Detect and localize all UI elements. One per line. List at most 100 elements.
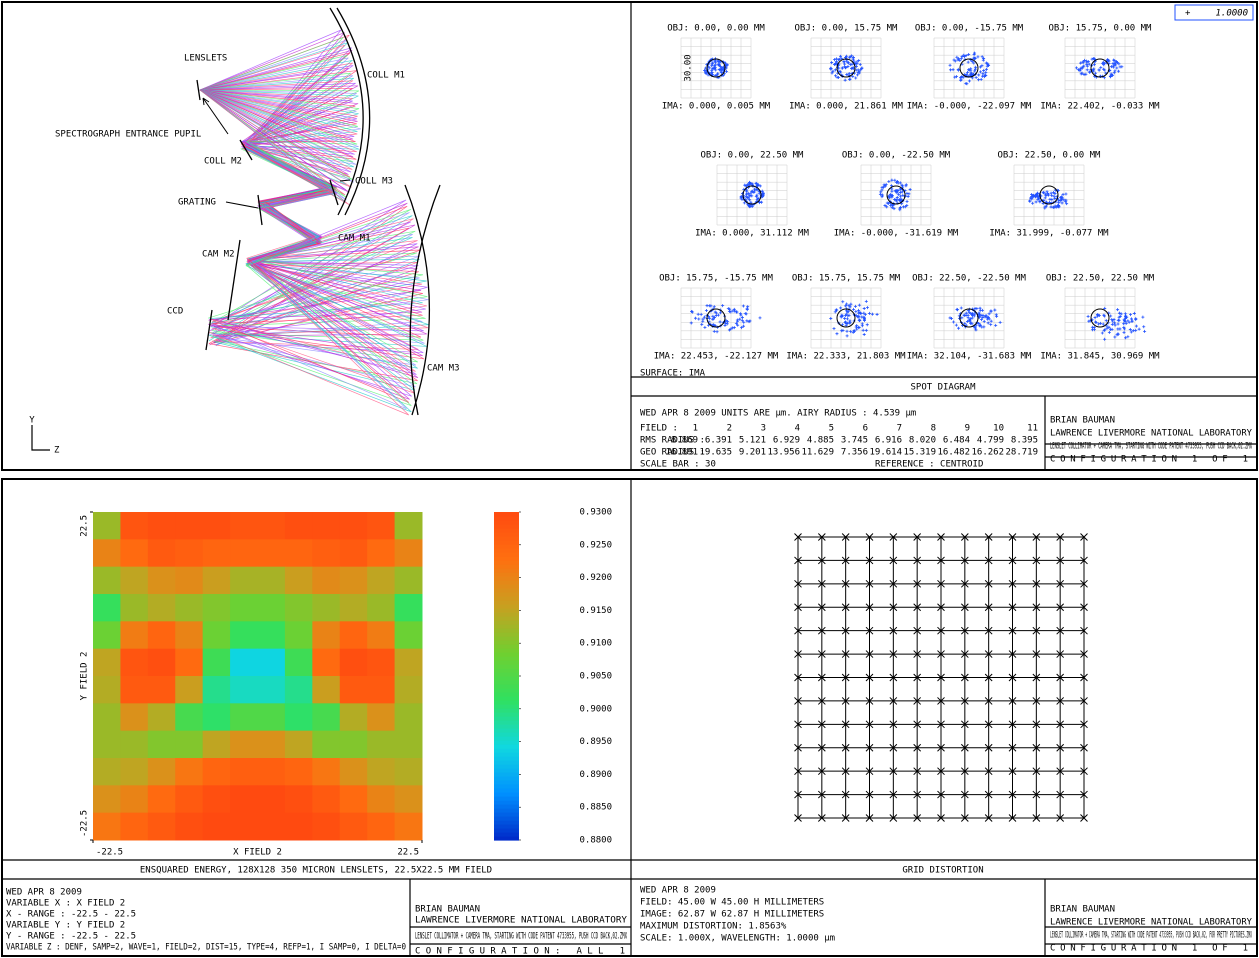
colorbar-step bbox=[494, 748, 519, 753]
spot-point bbox=[862, 329, 865, 332]
spot-obj-label: OBJ: 0.00, 0.00 MM bbox=[667, 24, 765, 34]
colorbar-label: 0.9100 bbox=[579, 639, 612, 649]
heat-cell bbox=[120, 731, 148, 759]
colorbar-label: 0.9000 bbox=[579, 704, 612, 714]
spot-point bbox=[829, 317, 832, 320]
heat-cell bbox=[148, 676, 176, 704]
spot-obj-label: OBJ: 15.75, -15.75 MM bbox=[659, 274, 773, 284]
heat-cell bbox=[175, 813, 203, 841]
lab: LAWRENCE LIVERMORE NATIONAL LABORATORY bbox=[415, 916, 628, 926]
rms-value: 6.916 bbox=[875, 436, 902, 446]
heat-cell bbox=[120, 649, 148, 677]
colorbar-step bbox=[494, 656, 519, 661]
colorbar-step bbox=[494, 528, 519, 533]
field-number: 6 bbox=[863, 424, 868, 434]
spot-point bbox=[861, 324, 864, 327]
colorbar-step bbox=[494, 516, 519, 521]
heat-cell bbox=[395, 512, 423, 540]
spot-obj-label: OBJ: 22.50, -22.50 MM bbox=[912, 274, 1026, 284]
spot-point bbox=[950, 317, 953, 320]
heat-cell bbox=[285, 758, 313, 786]
spot-point bbox=[857, 309, 860, 312]
colorbar-label: 0.9050 bbox=[579, 672, 612, 682]
rms-value: 5.121 bbox=[739, 436, 766, 446]
heat-cell bbox=[93, 539, 121, 567]
heat-cell bbox=[258, 813, 286, 841]
heat-cell bbox=[230, 703, 258, 731]
colorbar-step bbox=[494, 572, 519, 577]
field-number: 10 bbox=[993, 424, 1004, 434]
heat-cell bbox=[230, 512, 258, 540]
spot-ima-label: IMA: 32.104, -31.683 MM bbox=[907, 352, 1032, 362]
component-label: SPECTROGRAPH ENTRANCE PUPIL bbox=[55, 130, 201, 140]
heat-cell bbox=[285, 539, 313, 567]
heat-cell bbox=[93, 785, 121, 813]
heat-cell bbox=[340, 512, 368, 540]
spot-point bbox=[1094, 320, 1097, 323]
colorbar-step bbox=[494, 520, 519, 525]
heat-cell bbox=[312, 621, 340, 649]
spot bbox=[717, 165, 787, 225]
geo-value: 13.956 bbox=[767, 448, 800, 458]
spot-obj-label: OBJ: 0.00, 22.50 MM bbox=[701, 151, 805, 161]
heat-cell bbox=[395, 649, 423, 677]
spot-point bbox=[1101, 331, 1104, 334]
heat-cell bbox=[367, 785, 395, 813]
spot-point bbox=[893, 179, 896, 182]
panel-title: SPOT DIAGRAM bbox=[910, 383, 976, 393]
component-label: COLL M2 bbox=[204, 157, 242, 167]
colorbar-step bbox=[494, 768, 519, 773]
spot-ima-label: IMA: 0.000, 21.861 MM bbox=[789, 102, 903, 112]
spot bbox=[934, 288, 1004, 348]
colorbar-step bbox=[494, 636, 519, 641]
heat-cell bbox=[148, 621, 176, 649]
spot-point bbox=[866, 306, 869, 309]
colorbar-step bbox=[494, 512, 519, 517]
component-label: GRATING bbox=[178, 198, 216, 208]
spot-point bbox=[1035, 200, 1038, 203]
heat-cell bbox=[258, 649, 286, 677]
spot-point bbox=[907, 192, 910, 195]
colorbar-step bbox=[494, 712, 519, 717]
spot-point bbox=[865, 300, 868, 303]
spot-point bbox=[979, 70, 982, 73]
heat-cell bbox=[203, 594, 231, 622]
colorbar-step bbox=[494, 824, 519, 829]
heat-cell bbox=[395, 813, 423, 841]
colorbar-step bbox=[494, 792, 519, 797]
heat-cell bbox=[175, 567, 203, 595]
colorbar-step bbox=[494, 600, 519, 605]
heat-cell bbox=[93, 703, 121, 731]
colorbar-label: 0.8850 bbox=[579, 803, 612, 813]
heat-cell bbox=[120, 512, 148, 540]
component-label: COLL M3 bbox=[355, 177, 393, 187]
colorbar-step bbox=[494, 628, 519, 633]
heat-cell bbox=[120, 594, 148, 622]
colorbar-step bbox=[494, 744, 519, 749]
spot-point bbox=[987, 321, 990, 324]
spot-point bbox=[876, 313, 879, 316]
spot-point bbox=[955, 324, 958, 327]
heat-cell bbox=[120, 567, 148, 595]
heat-cell bbox=[93, 567, 121, 595]
colorbar-step bbox=[494, 732, 519, 737]
heat-cell bbox=[175, 512, 203, 540]
spot-point bbox=[720, 71, 723, 74]
geo-value: 28.719 bbox=[1005, 448, 1038, 458]
colorbar-step bbox=[494, 536, 519, 541]
heat-cell bbox=[258, 594, 286, 622]
spot-point bbox=[859, 63, 862, 66]
spot-point bbox=[723, 324, 726, 327]
heat-cell bbox=[395, 594, 423, 622]
info-line: VARIABLE Z : DENF, SAMP=2, WAVE=1, FIELD… bbox=[6, 943, 406, 953]
spot-ima-label: IMA: 22.333, 21.803 MM bbox=[786, 352, 906, 362]
heat-cell bbox=[367, 649, 395, 677]
rms-value: 8.020 bbox=[909, 436, 936, 446]
spot-point bbox=[1117, 323, 1120, 326]
spot bbox=[811, 288, 881, 348]
heat-cell bbox=[367, 594, 395, 622]
spot-obj-label: OBJ: 0.00, 15.75 MM bbox=[795, 24, 899, 34]
spot-point bbox=[949, 64, 952, 67]
heat-cell bbox=[175, 649, 203, 677]
heat-cell bbox=[175, 785, 203, 813]
